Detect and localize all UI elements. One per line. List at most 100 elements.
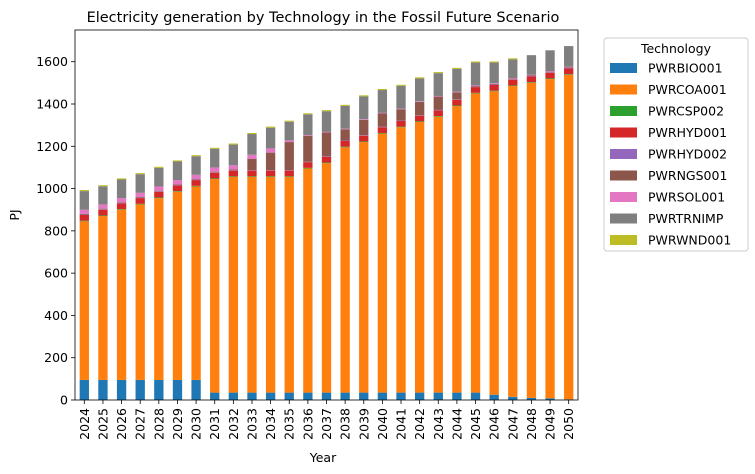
- bar-segment-pwrsol001-2031: [210, 167, 220, 172]
- legend-label-pwrcsp002: PWRCSP002: [648, 104, 724, 119]
- bar-segment-pwrtrnimp-2050: [564, 46, 574, 67]
- x-tick-label: 2029: [170, 408, 185, 440]
- legend-swatch-pwrhyd002: [610, 149, 637, 159]
- bar-segment-pwrhyd001-2047: [508, 79, 518, 86]
- bar-segment-pwrbio001-2045: [470, 392, 481, 400]
- bar-segment-pwrcoa001-2049: [545, 79, 555, 399]
- bar-segment-pwrwnd001-2035: [284, 120, 294, 122]
- bar-segment-pwrcoa001-2038: [340, 147, 350, 393]
- bar-segment-pwrhyd001-2048: [526, 76, 537, 83]
- bar-segment-pwrwnd001-2045: [470, 61, 481, 63]
- bar-segment-pwrbio001-2026: [116, 379, 127, 400]
- bar-segment-pwrsol001-2037: [321, 131, 332, 133]
- y-axis: 0 200 400 600 800 1000 1200 1400 1600: [36, 54, 75, 408]
- bar-segment-pwrtrnimp-2036: [303, 114, 313, 136]
- bar-segment-pwrwnd001-2038: [340, 104, 350, 106]
- bar-segment-pwrcsp002-2035: [284, 176, 294, 177]
- y-tick-label: 400: [44, 308, 68, 323]
- bar-segment-pwrngs001-2049: [545, 71, 555, 73]
- bar-segment-pwrngs001-2036: [303, 135, 313, 162]
- legend-swatch-pwrtrnimp: [610, 213, 637, 224]
- bar-segment-pwrbio001-2035: [284, 392, 294, 400]
- bar-segment-pwrhyd001-2049: [545, 72, 555, 79]
- bar-segment-pwrtrnimp-2045: [470, 62, 481, 86]
- bar-segment-pwrhyd001-2035: [284, 170, 294, 177]
- bar-segment-pwrngs001-2038: [340, 129, 350, 141]
- x-tick-label: 2047: [505, 408, 520, 440]
- bar-segment-pwrsol001-2045: [470, 85, 481, 87]
- x-tick-label: 2039: [356, 408, 371, 440]
- bar-segment-pwrwnd001-2042: [414, 77, 425, 79]
- bar-segment-pwrhyd001-2036: [303, 162, 313, 168]
- bar-segment-pwrwnd001-2046: [489, 61, 499, 63]
- y-tick-label: 800: [44, 223, 68, 238]
- bar-segment-pwrcsp002-2025: [98, 215, 108, 217]
- bar-segment-pwrbio001-2039: [359, 392, 369, 400]
- bar-segment-pwrngs001-2024: [79, 213, 89, 215]
- y-tick-label: 0: [60, 393, 68, 408]
- y-tick-label: 1600: [36, 54, 68, 69]
- bar-segment-pwrngs001-2029: [172, 184, 183, 185]
- bar-segment-pwrhyd001-2034: [265, 170, 276, 177]
- bar-segment-pwrbio001-2034: [265, 392, 276, 400]
- x-tick-label: 2028: [151, 408, 166, 440]
- x-tick-label: 2034: [263, 408, 278, 440]
- bar-segment-pwrcoa001-2025: [98, 216, 108, 380]
- bar-segment-pwrsol001-2025: [98, 204, 108, 209]
- legend-swatch-pwrbio001: [610, 63, 637, 73]
- bar-segment-pwrcsp002-2046: [489, 90, 499, 92]
- bar-segment-pwrcoa001-2044: [452, 106, 462, 393]
- bar-segment-pwrcoa001-2046: [489, 91, 499, 395]
- bar-segment-pwrtrnimp-2024: [79, 191, 89, 210]
- x-tick-label: 2035: [282, 408, 297, 440]
- bar-segment-pwrcsp002-2045: [470, 92, 481, 94]
- bar-segment-pwrsol001-2038: [340, 128, 350, 130]
- bar-segment-pwrhyd001-2037: [321, 156, 332, 163]
- bar-segment-pwrcsp002-2029: [172, 191, 183, 192]
- bar-segment-pwrwnd001-2026: [116, 178, 127, 180]
- bar-segment-pwrbio001-2042: [414, 392, 425, 400]
- bar-segment-pwrngs001-2047: [508, 78, 518, 80]
- bar-segment-pwrtrnimp-2037: [321, 111, 332, 132]
- x-tick-label: 2033: [244, 408, 259, 440]
- bar-segment-pwrcsp002-2037: [321, 162, 332, 164]
- bar-segment-pwrsol001-2047: [508, 77, 518, 79]
- bar-segment-pwrtrnimp-2025: [98, 186, 108, 205]
- legend-label-pwrcoa001: PWRCOA001: [648, 82, 727, 97]
- chart-title: Electricity generation by Technology in …: [87, 10, 560, 26]
- bar-segment-pwrhyd001-2027: [135, 198, 145, 204]
- bar-segment-pwrsol001-2034: [265, 148, 276, 153]
- bar-segment-pwrcsp002-2049: [545, 78, 555, 80]
- bar-segment-pwrtrnimp-2026: [116, 179, 127, 199]
- bar-segment-pwrhyd001-2031: [210, 172, 220, 179]
- bar-segment-pwrtrnimp-2028: [154, 167, 164, 187]
- bar-segment-pwrwnd001-2030: [191, 155, 201, 157]
- bar-segment-pwrcoa001-2045: [470, 93, 481, 393]
- bar-segment-pwrcoa001-2036: [303, 168, 313, 393]
- bar-segment-pwrcoa001-2031: [210, 179, 220, 393]
- bar-segment-pwrwnd001-2024: [79, 190, 89, 192]
- plot-area: [74, 29, 579, 401]
- bar-segment-pwrngs001-2046: [489, 83, 499, 85]
- bar-segment-pwrngs001-2045: [470, 86, 481, 87]
- bar-segment-pwrwnd001-2028: [154, 166, 164, 168]
- bar-segment-pwrtrnimp-2043: [433, 73, 443, 96]
- bar-segment-pwrwnd001-2036: [303, 113, 313, 115]
- bar-segment-pwrngs001-2042: [414, 101, 425, 116]
- legend-swatch-pwrwnd001: [610, 235, 637, 245]
- bar-segment-pwrcsp002-2043: [433, 116, 443, 117]
- bar-segment-pwrhyd001-2038: [340, 141, 350, 147]
- bar-segment-pwrtrnimp-2035: [284, 121, 294, 141]
- bar-segment-pwrtrnimp-2032: [228, 144, 238, 166]
- bar-segment-pwrtrnimp-2046: [489, 62, 499, 84]
- legend-swatch-pwrcsp002: [610, 106, 637, 116]
- bar-segment-pwrhyd001-2040: [377, 127, 388, 133]
- bar-segment-pwrcsp002-2050: [564, 74, 574, 75]
- bar-segment-pwrtrnimp-2041: [396, 85, 406, 109]
- bar-segment-pwrsol001-2042: [414, 101, 425, 102]
- bar-segment-pwrtrnimp-2031: [210, 148, 220, 168]
- bar-segment-pwrhyd001-2025: [98, 209, 108, 216]
- legend-swatch-pwrhyd001: [610, 127, 637, 138]
- x-tick-label: 2049: [543, 408, 558, 440]
- bar-segment-pwrngs001-2026: [116, 202, 127, 203]
